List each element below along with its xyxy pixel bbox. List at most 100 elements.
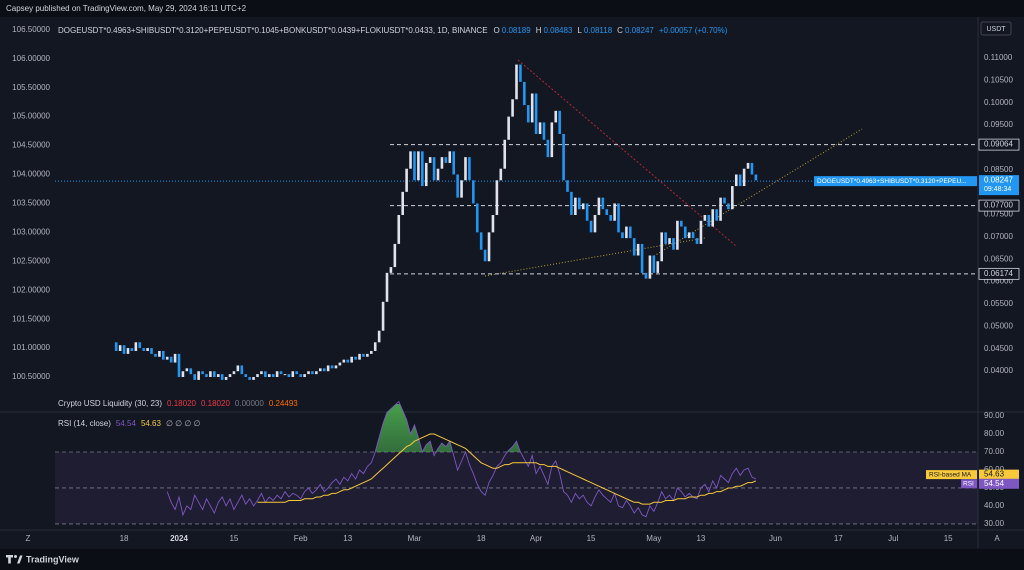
rsi-name: RSI (14, close) (58, 419, 111, 428)
candle-body (452, 151, 456, 175)
y-tick-label: 105.00000 (12, 112, 50, 121)
level-label-box (978, 199, 1020, 212)
candle-body (405, 168, 408, 192)
x-tick-label: Jul (888, 534, 898, 543)
x-tick-label: Apr (530, 534, 543, 543)
rsi-ma-last: 54.63 (141, 419, 162, 428)
candle-body (307, 371, 310, 375)
y2-tick-label: 0.05500 (984, 299, 1013, 308)
candle-body (632, 238, 636, 256)
currency[interactable]: USDT (986, 26, 1006, 33)
candle-body (644, 272, 648, 279)
x-tick-label: 13 (343, 534, 352, 543)
symbol: DOGEUSDT*0.4963+SHIBUSDT*0.3120+PEPEUSDT… (58, 26, 488, 35)
price-countdown: 09:48:34 (984, 186, 1011, 193)
candle-body (613, 203, 616, 221)
rsi-ma-name-box (926, 470, 977, 480)
candle-body (444, 157, 448, 163)
candle-body (236, 365, 240, 372)
candle-body (503, 139, 507, 169)
level-label: 0.09064 (984, 140, 1013, 149)
liquidity-value: 0.00000 (235, 399, 264, 408)
level-label: 0.07700 (984, 201, 1013, 210)
ohlc-value: 0.08189 (502, 26, 531, 35)
candle-body (334, 365, 338, 369)
candle-body (605, 209, 609, 215)
candle-body (264, 371, 267, 378)
candle-body (165, 356, 169, 360)
candle-body (691, 232, 695, 239)
candle-body (287, 374, 291, 378)
candle-body (629, 226, 632, 239)
plot (55, 64, 978, 380)
candle-body (428, 157, 432, 163)
candle-body (742, 168, 746, 187)
candle-body (295, 371, 299, 375)
candle-body (750, 162, 754, 175)
y2-tick-label: 0.07000 (984, 232, 1013, 241)
ohlc-value: 0.08483 (543, 26, 572, 35)
candle-body (169, 356, 173, 363)
candle-body (668, 238, 671, 244)
candle-body (393, 243, 397, 268)
candle-body (291, 371, 295, 378)
publish-bar (0, 0, 1024, 17)
change: +0.00057 (+0.70%) (659, 26, 728, 35)
candle-body (546, 139, 550, 158)
corner-right[interactable]: A (994, 534, 1000, 543)
candle-body (362, 353, 365, 357)
candle-body (534, 93, 538, 134)
y-tick-label: 105.50000 (12, 83, 50, 92)
level-label: 0.06174 (984, 269, 1013, 278)
candle-body (680, 220, 683, 227)
candle-body (491, 215, 495, 233)
candle-body (142, 348, 145, 351)
y-tick-label: 102.50000 (12, 256, 50, 265)
candle-body (326, 365, 330, 372)
symbol-label: DOGEUSDT*0.4963+SHIBUSDT*0.3120+PEPEU... (817, 178, 967, 185)
candle-body (519, 64, 522, 82)
candle-body (146, 348, 149, 351)
candle-body (436, 168, 440, 181)
currency-box[interactable] (980, 21, 1012, 36)
rsi-band (55, 451, 978, 524)
candle-body (664, 232, 667, 244)
candle-body (220, 374, 224, 380)
rsi-tick-label: 70.00 (984, 447, 1005, 456)
ohlc-value: 0.08247 (625, 26, 654, 35)
candle-body (322, 368, 326, 372)
corner-left[interactable]: Z (26, 534, 31, 543)
price-label: 0.08247 (984, 175, 1013, 184)
level-label-box (978, 138, 1020, 151)
candle-body (727, 203, 730, 210)
candle-body (267, 374, 271, 378)
ohlc-key: C (617, 26, 623, 35)
y-tick-label: 100.50000 (12, 372, 50, 381)
ohlc-key: H (536, 26, 542, 35)
x-tick-label: Feb (294, 534, 308, 543)
y2-tick-label: 0.09500 (984, 120, 1013, 129)
candle-body (381, 301, 385, 331)
candle-body (440, 157, 444, 169)
candle-body (413, 151, 416, 181)
candle-body (550, 122, 554, 158)
x-tick-label: 15 (229, 534, 238, 543)
candle-body (507, 116, 510, 140)
candle-body (754, 174, 758, 181)
y-tick-label: 104.50000 (12, 141, 50, 150)
candle-body (609, 215, 612, 221)
candle-body (468, 157, 471, 181)
candle-body (350, 356, 353, 363)
candle-body (672, 238, 675, 250)
candle-body (224, 377, 228, 380)
candle-body (275, 371, 279, 378)
candle-body (593, 215, 597, 233)
candle-body (526, 105, 530, 123)
candle-body (193, 374, 197, 380)
candle-body (318, 368, 322, 372)
candle-body (589, 220, 593, 233)
candle-body (660, 232, 663, 262)
candle-body (283, 374, 287, 376)
rsi-value-box (979, 478, 1019, 489)
